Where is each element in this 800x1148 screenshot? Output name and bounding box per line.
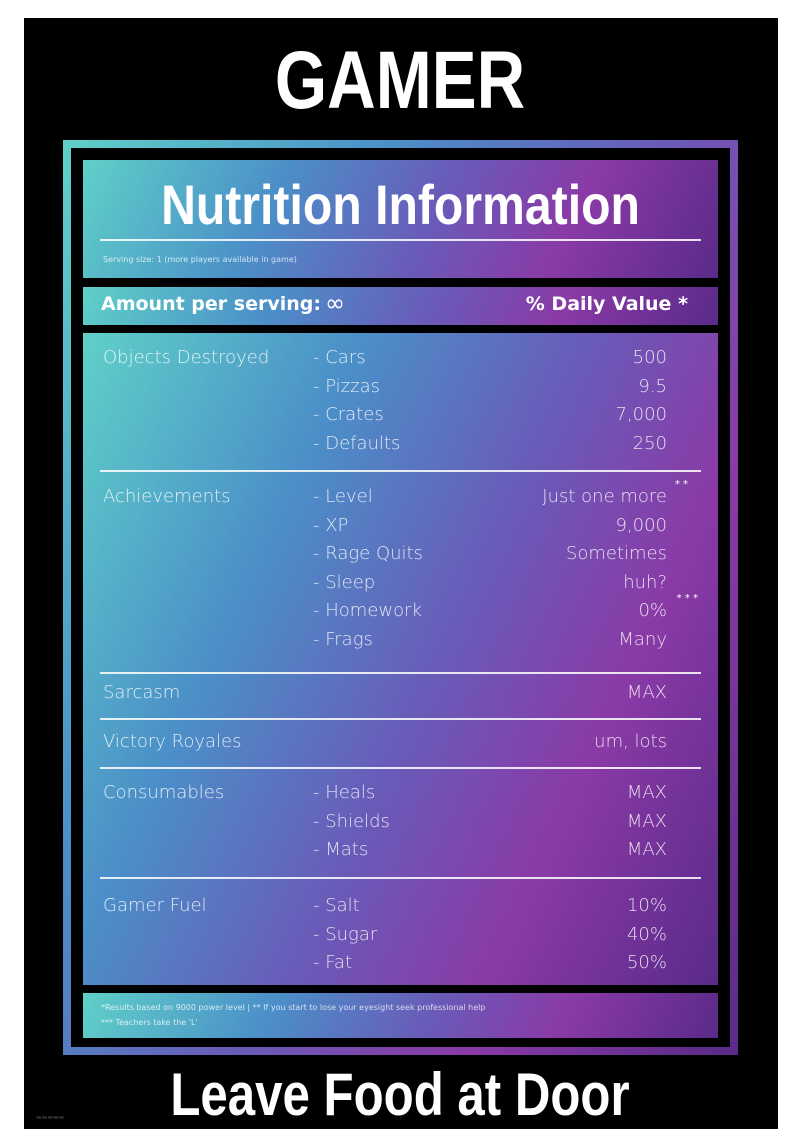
row-value: 9,000 <box>615 514 667 536</box>
title-box: Nutrition Information Serving size: 1 (m… <box>83 160 718 278</box>
row-item: - Sugar <box>313 923 378 945</box>
amount-row: Amount per serving: ∞ % Daily Value * <box>83 287 718 325</box>
row-value: Just one more <box>542 486 667 507</box>
row-item: - Rage Quits <box>313 543 423 565</box>
row-item: - Heals <box>313 782 376 803</box>
row-value: 0% <box>638 600 667 622</box>
credit-mark: ▬▬▬▬▬ <box>36 1114 65 1121</box>
section-label: Sarcasm <box>103 682 181 703</box>
row-value: MAX <box>626 782 667 803</box>
row-item: - Level <box>313 486 373 507</box>
infinity-value: ∞ <box>325 289 345 317</box>
poster-title: GAMER <box>274 35 526 126</box>
row-item: - Defaults <box>313 432 401 454</box>
poster-slogan: Leave Food at Door <box>170 1061 630 1128</box>
section-label: Victory Royales <box>103 731 242 752</box>
row-value: huh? <box>623 571 667 593</box>
row-value: 250 <box>632 432 667 454</box>
footnote-line: *** Teachers take the 'L' <box>101 1018 198 1027</box>
amount-label: Amount per serving: <box>101 293 321 315</box>
row-item: - Homework <box>313 600 422 622</box>
footnote-line: *Results based on 9000 power level | ** … <box>101 1003 486 1012</box>
section-label: Gamer Fuel <box>103 895 207 916</box>
asterisk-mark: * * <box>674 479 688 490</box>
row-item: - Sleep <box>313 571 376 593</box>
row-value: MAX <box>626 810 667 832</box>
row-value: 50% <box>626 952 667 974</box>
row-value: 500 <box>632 347 667 368</box>
section-label: Objects Destroyed <box>103 347 270 368</box>
panel-title: Nutrition Information <box>161 173 640 236</box>
serving-size: Serving size: 1 (more players available … <box>103 255 297 264</box>
row-item: - Cars <box>313 347 366 368</box>
section-label: Consumables <box>103 782 225 803</box>
row-item: - Shields <box>313 810 390 832</box>
row-value: Many <box>618 629 667 650</box>
row-value: 7,000 <box>615 404 667 426</box>
row-item: - Frags <box>313 629 373 650</box>
divider <box>100 877 701 879</box>
divider <box>100 672 701 674</box>
row-value: Sometimes <box>565 543 667 565</box>
footnotes-box: *Results based on 9000 power level | ** … <box>83 993 718 1038</box>
row-value: MAX <box>626 839 667 861</box>
row-item: - Pizzas <box>313 375 380 397</box>
divider <box>100 470 701 472</box>
row-value: 40% <box>626 923 667 945</box>
daily-value-label: % Daily Value * <box>525 293 688 315</box>
divider <box>100 239 701 241</box>
nutrition-table: Objects Destroyed - Cars 500 - Pizzas 9.5 - C… <box>83 333 718 985</box>
divider <box>100 718 701 720</box>
row-item: - XP <box>313 514 349 536</box>
row-value: um, lots <box>594 731 667 752</box>
divider <box>100 767 701 769</box>
row-value: MAX <box>626 682 667 703</box>
row-item: - Crates <box>313 404 384 426</box>
row-item: - Mats <box>313 839 369 861</box>
asterisk-mark: * * * <box>676 593 698 604</box>
row-value: 9.5 <box>638 375 667 397</box>
row-item: - Fat <box>313 952 353 974</box>
row-item: - Salt <box>313 895 360 916</box>
row-value: 10% <box>626 895 667 916</box>
section-label: Achievements <box>103 486 231 507</box>
